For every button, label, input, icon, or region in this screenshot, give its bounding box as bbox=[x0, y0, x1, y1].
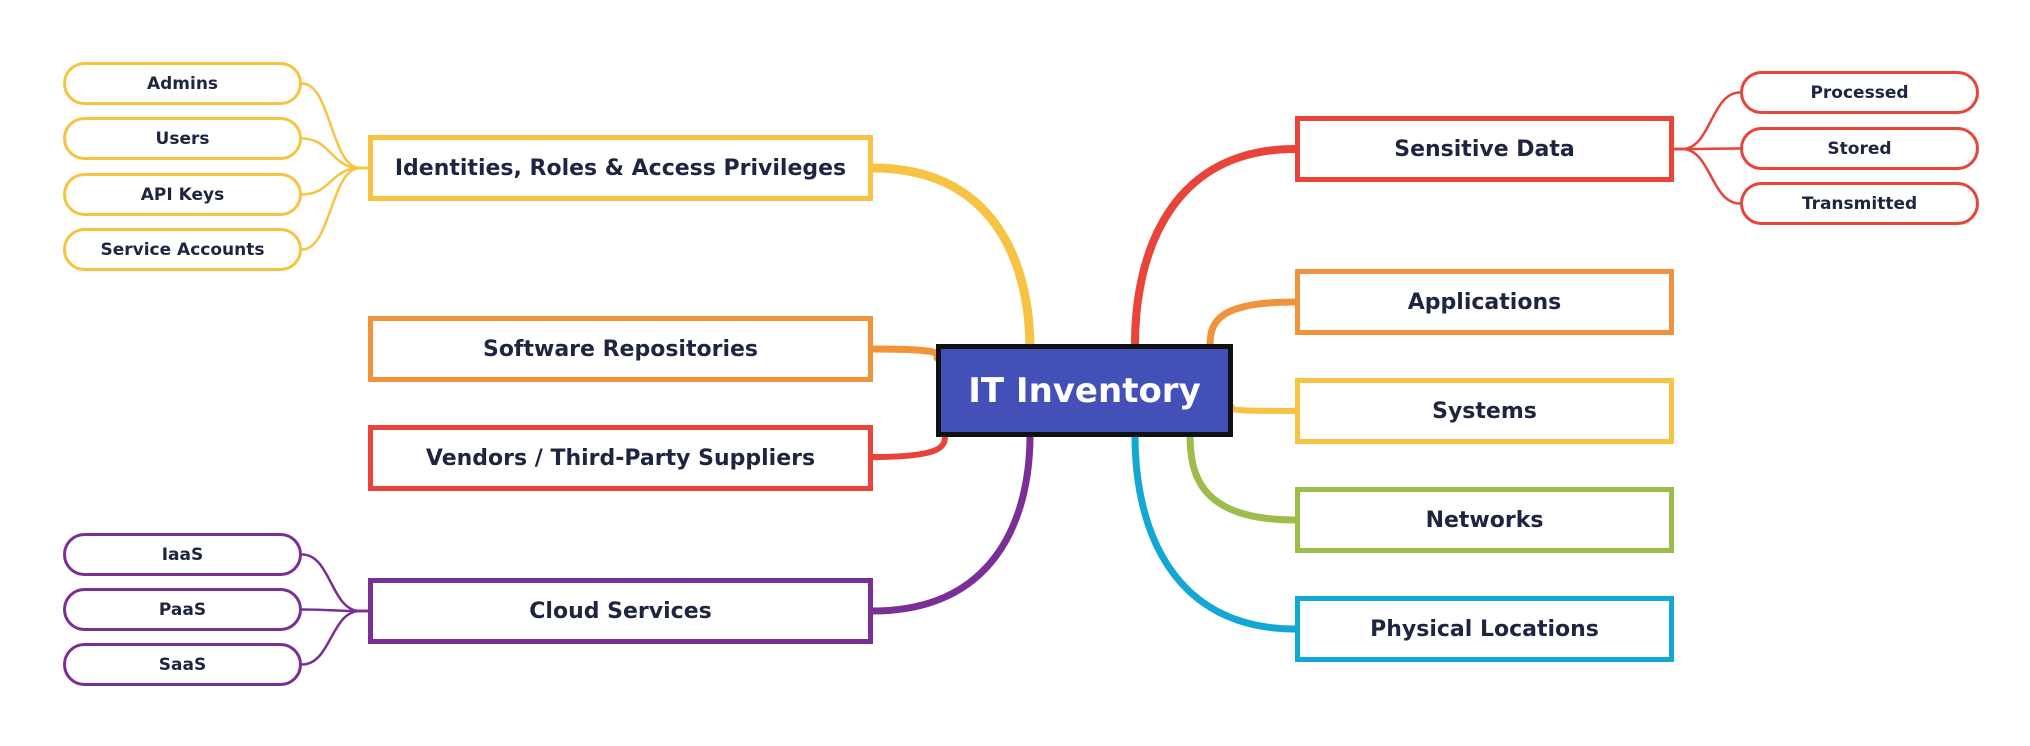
branch-cloud: Cloud Services bbox=[368, 578, 873, 644]
connector-line bbox=[300, 609, 362, 666]
connector-line bbox=[870, 429, 949, 460]
branch-label: Cloud Services bbox=[529, 598, 712, 624]
connector-line bbox=[300, 137, 362, 170]
central-topic-label: IT Inventory bbox=[968, 370, 1201, 411]
branch-applications: Applications bbox=[1295, 269, 1674, 335]
leaf-label: PaaS bbox=[158, 599, 207, 620]
leaf-cloud-2: SaaS bbox=[63, 643, 302, 686]
branch-label: Identities, Roles & Access Privileges bbox=[394, 155, 847, 181]
branch-identities: Identities, Roles & Access Privileges bbox=[368, 135, 873, 201]
leaf-identities-0: Admins bbox=[63, 62, 302, 105]
connector-line bbox=[1680, 147, 1742, 205]
branch-label: Applications bbox=[1407, 289, 1562, 315]
leaf-sensitive-1: Stored bbox=[1740, 127, 1979, 170]
connector-line bbox=[1228, 404, 1298, 414]
branch-label: Networks bbox=[1425, 507, 1544, 533]
connector-line bbox=[869, 345, 941, 362]
connector-line bbox=[300, 166, 362, 251]
leaf-label: API Keys bbox=[140, 184, 225, 205]
connector-line bbox=[1186, 431, 1299, 524]
branch-label: Software Repositories bbox=[482, 336, 759, 362]
leaf-identities-2: API Keys bbox=[63, 173, 302, 216]
leaf-label: Service Accounts bbox=[100, 239, 265, 260]
leaf-label: Admins bbox=[146, 73, 219, 94]
branch-label: Physical Locations bbox=[1370, 616, 1599, 642]
leaf-identities-3: Service Accounts bbox=[63, 228, 302, 271]
leaf-cloud-1: PaaS bbox=[63, 588, 302, 631]
connector-line bbox=[868, 163, 1035, 355]
leaf-label: Stored bbox=[1827, 138, 1892, 159]
branch-software: Software Repositories bbox=[368, 316, 873, 382]
connector-line bbox=[1206, 298, 1299, 352]
leaf-sensitive-2: Transmitted bbox=[1740, 182, 1979, 225]
connector-line bbox=[300, 166, 362, 196]
connector-line bbox=[1131, 145, 1299, 349]
connector-line bbox=[869, 431, 1034, 615]
branch-vendors: Vendors / Third-Party Suppliers bbox=[368, 425, 873, 491]
connector-line bbox=[1680, 91, 1742, 151]
branch-sensitive: Sensitive Data bbox=[1295, 116, 1674, 182]
leaf-label: IaaS bbox=[161, 544, 204, 565]
leaf-label: Transmitted bbox=[1801, 193, 1918, 214]
branch-label: Systems bbox=[1432, 398, 1537, 424]
leaf-label: Users bbox=[155, 128, 210, 149]
central-topic: IT Inventory bbox=[936, 344, 1233, 437]
connector-line bbox=[1131, 432, 1299, 633]
branch-systems: Systems bbox=[1295, 378, 1674, 444]
connector-line bbox=[1680, 147, 1742, 151]
connector-line bbox=[300, 553, 362, 613]
branch-locations: Physical Locations bbox=[1295, 596, 1674, 662]
leaf-sensitive-0: Processed bbox=[1740, 71, 1979, 114]
branch-label: Sensitive Data bbox=[1394, 136, 1575, 162]
leaf-cloud-0: IaaS bbox=[63, 533, 302, 576]
leaf-identities-1: Users bbox=[63, 117, 302, 160]
connector-line bbox=[300, 82, 362, 170]
branch-networks: Networks bbox=[1295, 487, 1674, 553]
branch-label: Vendors / Third-Party Suppliers bbox=[425, 445, 816, 471]
leaf-label: Processed bbox=[1810, 82, 1909, 103]
leaf-label: SaaS bbox=[158, 654, 207, 675]
connector-line bbox=[300, 608, 362, 613]
